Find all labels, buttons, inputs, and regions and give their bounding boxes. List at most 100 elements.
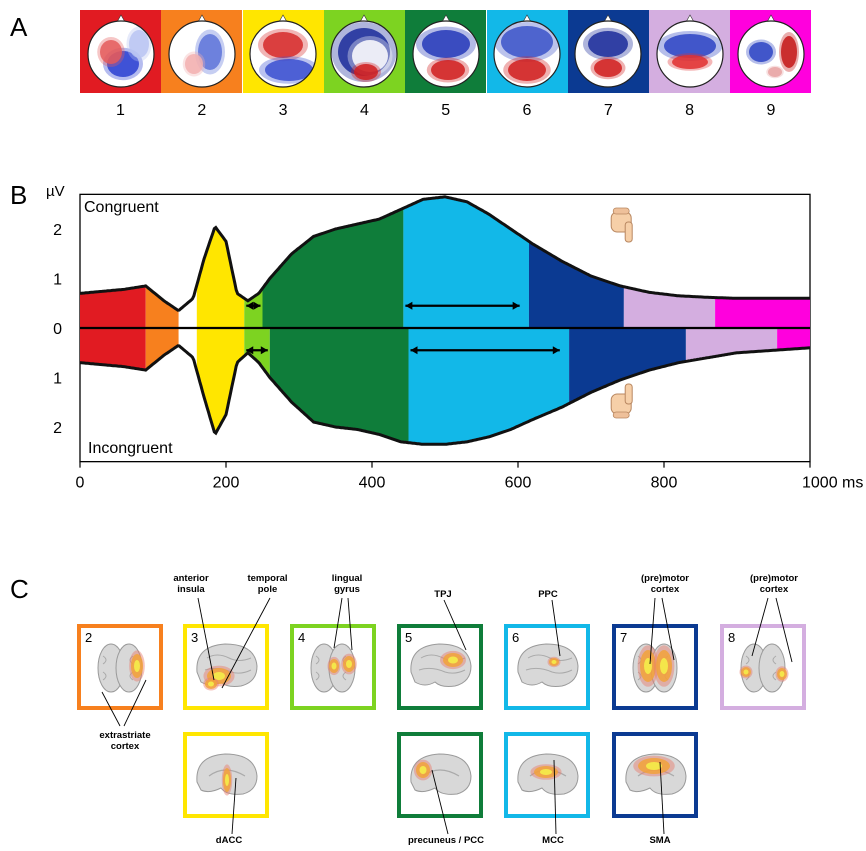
brain-panel-number: 2 xyxy=(85,630,93,645)
label-extrastriate-cortex: extrastriate cortex xyxy=(99,730,151,752)
congruent-label: Congruent xyxy=(84,199,159,216)
congruent-segment-6 xyxy=(403,196,529,328)
incongruent-segment-1 xyxy=(80,328,146,371)
brain-image xyxy=(632,643,678,693)
brain-panel-6: 6 xyxy=(504,624,590,710)
topomap-number: 5 xyxy=(441,102,451,119)
brain-image xyxy=(310,643,357,693)
x-tick-label: 600 xyxy=(505,475,532,492)
y-tick-label: 2 xyxy=(53,222,62,239)
brain-panel-number: 7 xyxy=(620,630,628,645)
brain-image xyxy=(517,643,579,687)
incongruent-waveform-line xyxy=(79,344,811,446)
congruent-segment-5 xyxy=(262,208,404,328)
incongruent-segment-9 xyxy=(777,328,810,350)
topomap-number: 3 xyxy=(278,102,288,119)
arrowhead-right xyxy=(253,301,261,310)
brain-panel-number: 4 xyxy=(298,630,306,645)
congruent-segment-9 xyxy=(715,297,810,328)
incongruent-label: Incongruent xyxy=(88,440,173,457)
y-tick-label: 1 xyxy=(53,371,62,388)
incongruent-segment-4 xyxy=(244,328,270,378)
label-precuneus-pcc: precuneus / PCC xyxy=(407,835,485,846)
brain-panel-8: 8 xyxy=(720,624,806,710)
incongruent-segment-7 xyxy=(569,328,686,404)
topomap-7 xyxy=(567,10,649,93)
label-tpj: TPJ xyxy=(434,589,452,600)
brain-image xyxy=(410,643,472,687)
arrowhead-right xyxy=(512,301,520,310)
topomap-number: 7 xyxy=(603,102,613,119)
topomap-number: 9 xyxy=(766,102,776,119)
arrowhead-left xyxy=(410,346,418,355)
brain-image xyxy=(97,643,145,693)
brain-panel-lower-10 xyxy=(612,732,698,818)
label-anterior-insula: anterior insula xyxy=(173,573,209,595)
panel-a-letter: A xyxy=(10,12,28,42)
incongruent-segment-3 xyxy=(196,328,245,434)
topomap-5 xyxy=(405,10,487,93)
topomap-6 xyxy=(486,10,568,93)
x-tick-label: 800 xyxy=(651,475,678,492)
brain-panel-5: 5 xyxy=(397,624,483,710)
label-premotor-cortex-8: (pre)motor cortex xyxy=(749,573,799,595)
topomap-4 xyxy=(323,10,405,93)
y-tick-label: 0 xyxy=(53,321,62,338)
brain-panel-3: 3 xyxy=(183,624,269,710)
arrowhead-left xyxy=(246,301,254,310)
brain-panel-number: 8 xyxy=(728,630,736,645)
brain-panel-2: 2 xyxy=(77,624,163,710)
topomap-9 xyxy=(730,10,812,93)
brain-panel-lower-8 xyxy=(397,732,483,818)
brain-image xyxy=(410,753,472,795)
congruent-segment-2 xyxy=(145,285,179,328)
incongruent-segment-6 xyxy=(408,328,570,445)
incongruent-segment-2 xyxy=(145,328,179,371)
congruent-segment-7 xyxy=(528,241,624,328)
label-mcc: MCC xyxy=(542,835,564,846)
label-dacc: dACC xyxy=(215,835,243,846)
panel-c-letter: C xyxy=(10,574,29,604)
topomap-number: 1 xyxy=(116,102,125,119)
label-lingual-gyrus: lingual gyrus xyxy=(331,573,363,595)
brain-panel-lower-7 xyxy=(183,732,269,818)
brain-image xyxy=(196,643,258,691)
y-tick-label: 1 xyxy=(53,272,62,289)
topomap-1 xyxy=(80,10,161,93)
brain-image xyxy=(625,753,687,795)
y-tick-label: 2 xyxy=(53,420,62,437)
brain-panel-lower-9 xyxy=(504,732,590,818)
x-tick-label: 400 xyxy=(359,475,386,492)
label-sma: SMA xyxy=(649,835,671,846)
topomap-3 xyxy=(242,10,324,93)
brain-panel-number: 6 xyxy=(512,630,520,645)
brain-panel-4: 4 xyxy=(290,624,376,710)
topomap-number: 8 xyxy=(685,102,695,119)
pointing-hand-down-icon xyxy=(610,207,633,243)
topomap-number: 2 xyxy=(197,102,207,119)
arrowhead-left xyxy=(246,346,254,355)
brain-image xyxy=(517,753,579,795)
x-tick-label: 0 xyxy=(76,475,85,492)
brain-image xyxy=(739,643,789,693)
label-temporal-pole: temporal pole xyxy=(247,573,288,595)
arrowhead-right xyxy=(260,346,268,355)
brain-panel-7: 7 xyxy=(612,624,698,710)
label-ppc: PPC xyxy=(538,589,558,600)
panel-b-letter: B xyxy=(10,180,28,210)
brain-panel-number: 5 xyxy=(405,630,413,645)
y-unit-label: µV xyxy=(46,183,65,200)
congruent-segment-3 xyxy=(196,227,245,328)
label-premotor-cortex-7: (pre)motor cortex xyxy=(640,573,690,595)
incongruent-segment-5 xyxy=(269,328,409,443)
congruent-segment-1 xyxy=(80,285,146,328)
arrowhead-right xyxy=(552,346,560,355)
pointing-hand-up-icon xyxy=(610,383,633,419)
x-tick-label: 200 xyxy=(213,475,240,492)
arrowhead-left xyxy=(405,301,413,310)
topomap-number: 4 xyxy=(359,102,369,119)
topomap-2 xyxy=(161,10,243,93)
topomap-number: 6 xyxy=(522,102,532,119)
congruent-segment-4 xyxy=(244,288,263,328)
brain-image xyxy=(196,753,258,796)
